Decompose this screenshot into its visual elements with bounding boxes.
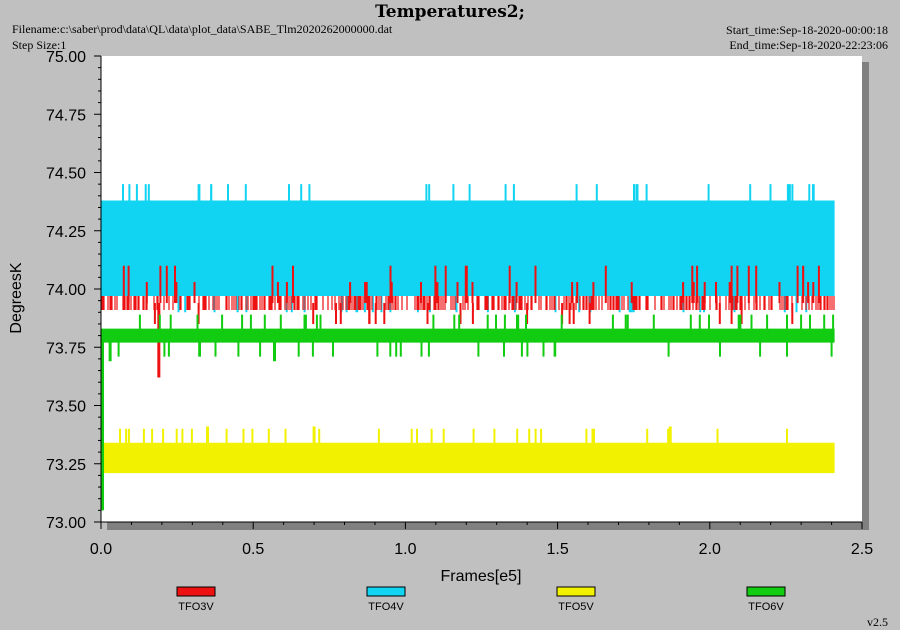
y-tick-label: 74.50 bbox=[46, 166, 86, 183]
legend-item-tfo6v: TFO6V bbox=[746, 586, 786, 613]
legend-item-tfo3v: TFO3V bbox=[176, 586, 216, 613]
y-tick-label: 75.00 bbox=[46, 49, 86, 66]
y-tick-label: 74.25 bbox=[46, 224, 86, 241]
y-tick-label: 73.75 bbox=[46, 340, 86, 357]
end-time-label: End_time:Sep-18-2020-22:23:06 bbox=[729, 38, 888, 52]
x-tick-label: 0.0 bbox=[90, 541, 112, 558]
series-spikes-tfo4v bbox=[122, 184, 815, 313]
series-tfo3v bbox=[101, 265, 835, 378]
legend: TFO3V TFO4V TFO5V TFO6V bbox=[176, 586, 786, 613]
series-spikes-tfo6v bbox=[101, 314, 835, 357]
series-layer bbox=[100, 184, 835, 511]
y-tick-label: 73.50 bbox=[46, 399, 86, 416]
x-axis-label: Frames[e5] bbox=[441, 568, 522, 585]
legend-swatch bbox=[366, 586, 406, 597]
legend-swatch bbox=[556, 586, 596, 597]
y-tick-label: 74.75 bbox=[46, 107, 86, 124]
series-tfo5v bbox=[100, 426, 835, 474]
series-spikes-tfo3v bbox=[122, 265, 820, 324]
x-tick-label: 0.5 bbox=[242, 541, 264, 558]
x-tick-label: 2.0 bbox=[699, 541, 721, 558]
series-tfo6v bbox=[100, 314, 835, 511]
x-tick-label: 2.5 bbox=[851, 541, 873, 558]
y-tick-label: 73.25 bbox=[46, 457, 86, 474]
series-band-tfo5v bbox=[100, 442, 835, 474]
legend-swatch bbox=[176, 586, 216, 597]
y-axis-label: DegreesK bbox=[8, 262, 25, 333]
y-tick-label: 73.00 bbox=[46, 515, 86, 532]
legend-label: TFO3V bbox=[178, 601, 214, 613]
series-tfo4v bbox=[100, 184, 835, 313]
x-tick-label: 1.5 bbox=[546, 541, 568, 558]
legend-swatch bbox=[746, 586, 786, 597]
legend-item-tfo4v: TFO4V bbox=[366, 586, 406, 613]
y-tick-label: 74.00 bbox=[46, 282, 86, 299]
legend-label: TFO5V bbox=[558, 601, 594, 613]
start-time-label: Start_time:Sep-18-2020-00:00:18 bbox=[726, 23, 888, 37]
chart-title: Temperatures2; bbox=[375, 2, 525, 22]
legend-item-tfo5v: TFO5V bbox=[556, 586, 596, 613]
step-size-label: Step Size:1 bbox=[12, 38, 67, 52]
axis-layer: 73.00 73.25 73.50 73.75 74.00 74.25 74.50 74.75… bbox=[46, 49, 873, 558]
legend-label: TFO6V bbox=[748, 601, 784, 613]
filename-label: Filename:c:\saber\prod\data\QL\data\plot… bbox=[12, 22, 393, 36]
version-label: v2.5 bbox=[867, 615, 888, 629]
series-band-tfo6v bbox=[100, 328, 835, 343]
legend-label: TFO4V bbox=[368, 601, 404, 613]
x-tick-label: 1.0 bbox=[394, 541, 416, 558]
